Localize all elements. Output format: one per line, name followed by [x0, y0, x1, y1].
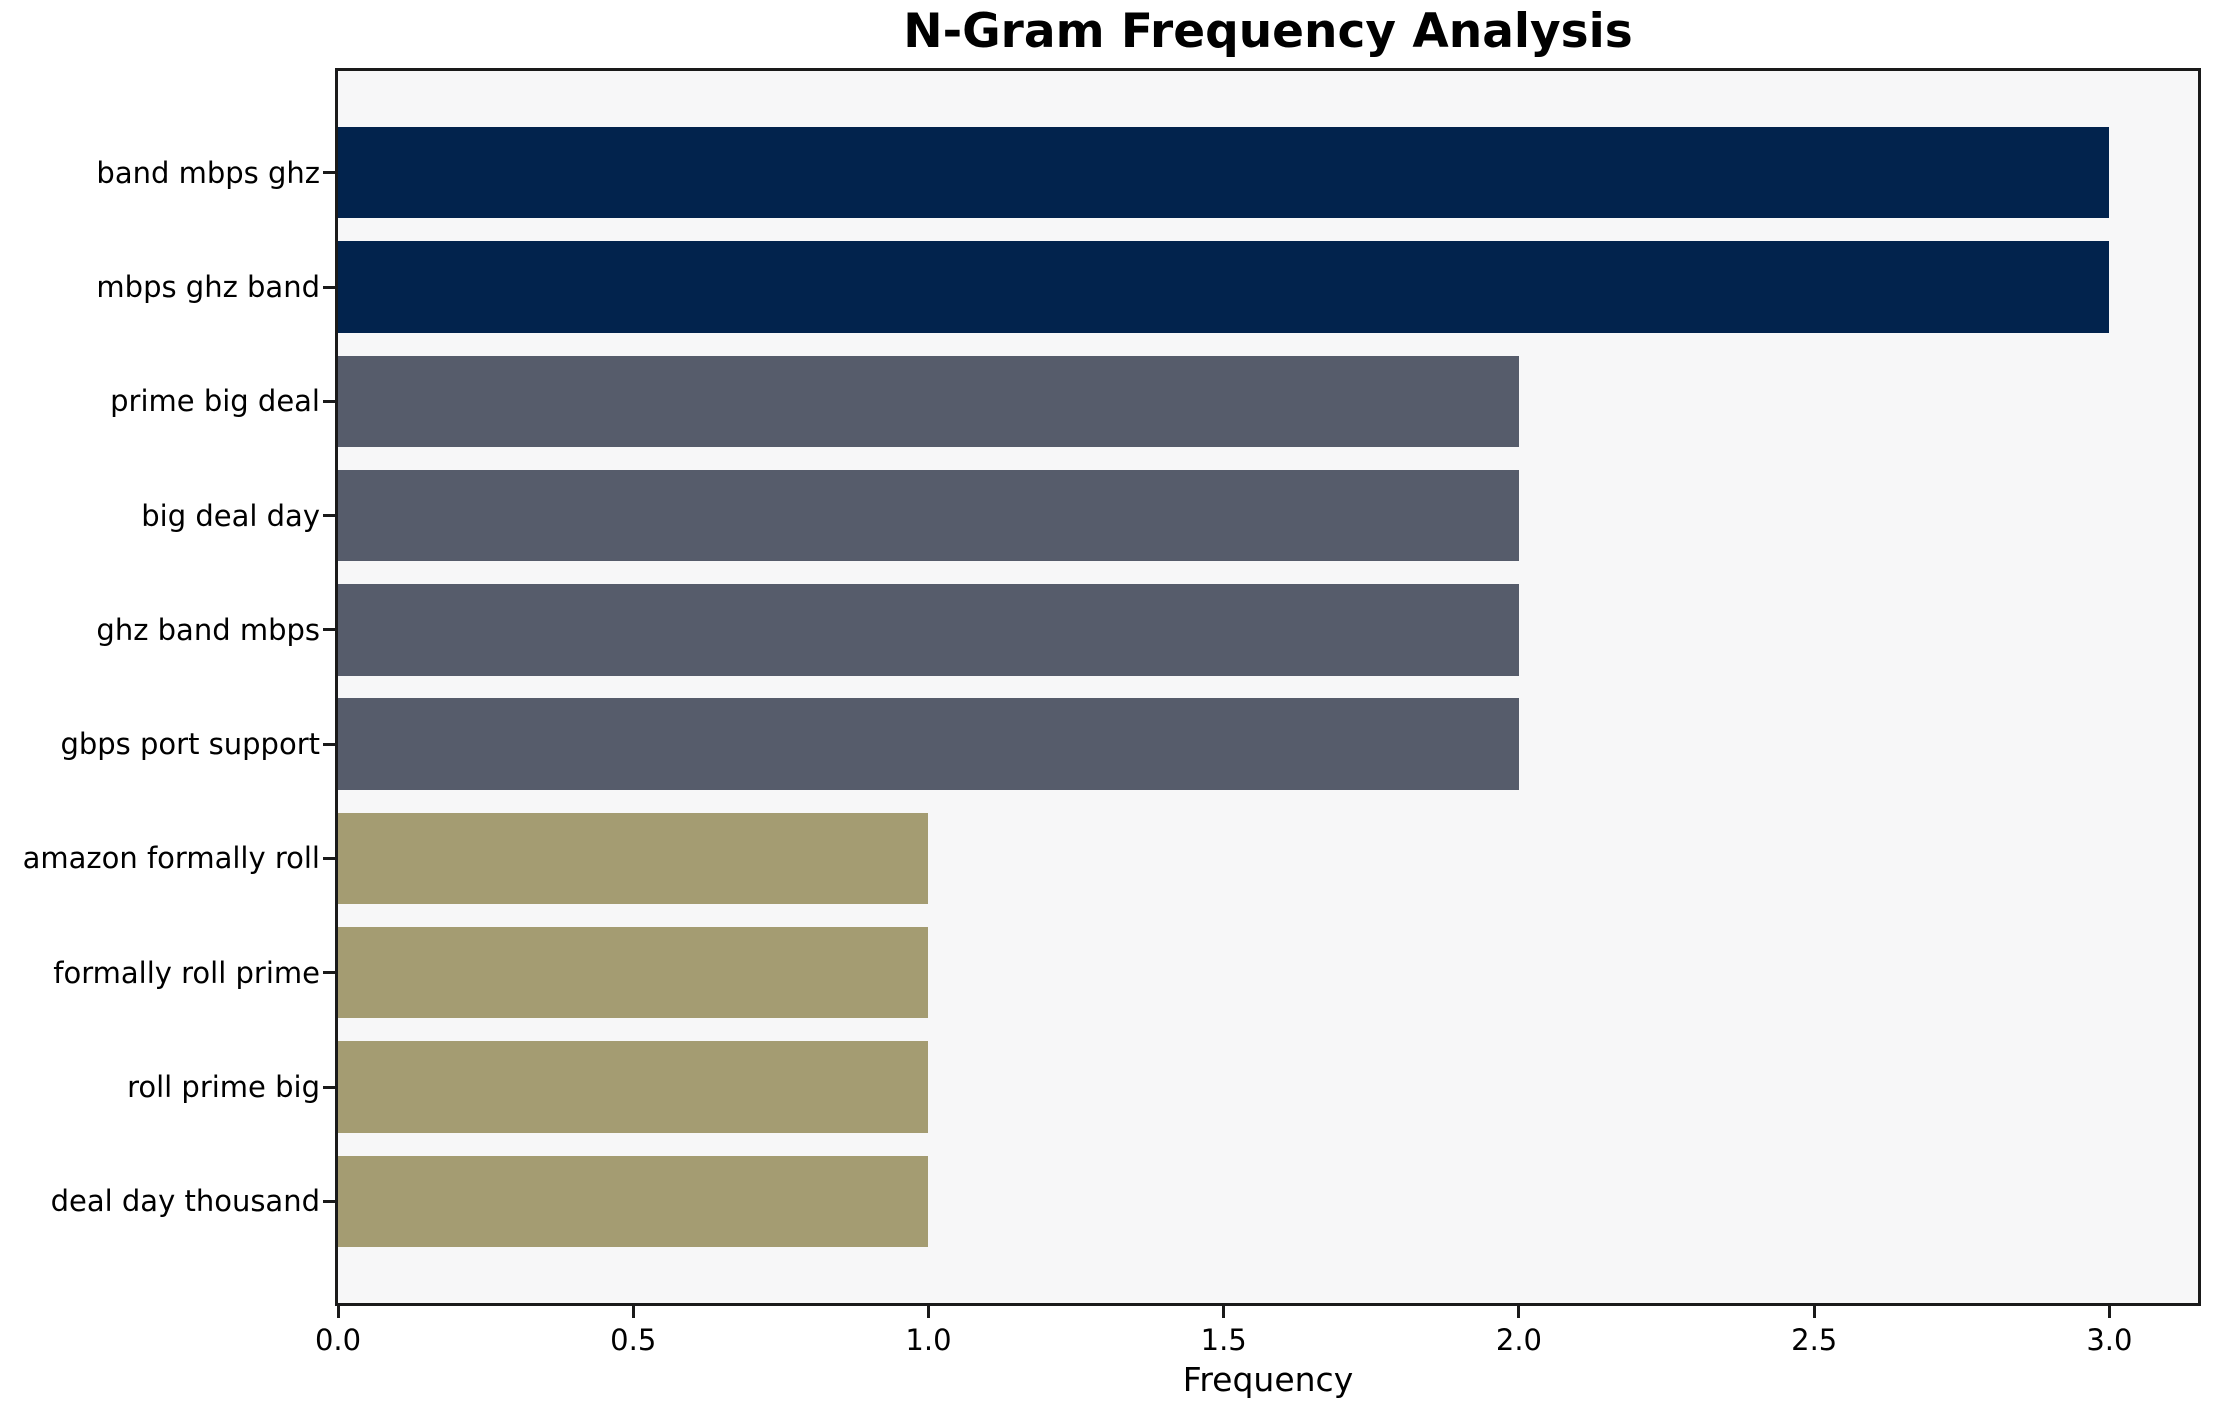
bar: [338, 1155, 929, 1247]
x-axis: 0.0 0.5 1.0 1.5 2.0 2.5 3.0: [315, 71, 2198, 1357]
x-tick-label: 0.0: [314, 1323, 362, 1357]
y-axis: band mbps ghz mbps ghz band prime big deal…: [23, 71, 2198, 1303]
bar: [338, 584, 1519, 676]
y-axis-label: roll prime big: [127, 1070, 320, 1104]
x-tick: [1812, 1305, 1816, 1318]
x-tick: [336, 1305, 340, 1318]
y-axis-label: band mbps ghz: [96, 155, 320, 190]
y-tick: [323, 171, 335, 175]
bar: [338, 698, 1519, 790]
y-tick: [323, 856, 335, 860]
x-tick-label: 2.0: [1495, 1323, 1542, 1357]
y-axis-label: amazon formally roll: [22, 841, 320, 876]
bar: [338, 812, 929, 905]
y-tick: [323, 514, 335, 518]
x-tick-label: 2.5: [1791, 1323, 1838, 1357]
x-tick: [1222, 1305, 1226, 1318]
x-tick: [2107, 1305, 2111, 1318]
y-tick: [323, 285, 335, 289]
x-tick: [1517, 1305, 1521, 1318]
y-tick: [323, 628, 335, 632]
y-axis-label: mbps ghz band: [96, 270, 320, 304]
chart-title: N-Gram Frequency Analysis: [903, 4, 1633, 59]
y-axis-label: prime big deal: [110, 384, 320, 419]
x-tick: [926, 1305, 930, 1318]
bars-layer: [338, 71, 2198, 1303]
x-tick: [631, 1305, 635, 1318]
bar: [338, 469, 1519, 562]
y-tick: [323, 1085, 335, 1089]
y-axis-label: gbps port support: [60, 727, 320, 762]
bar: [338, 241, 2110, 333]
y-axis-label: big deal day: [141, 498, 320, 533]
x-tick-label: 0.5: [610, 1323, 657, 1357]
bar: [338, 127, 2110, 219]
y-tick: [323, 399, 335, 403]
y-axis-label: deal day thousand: [50, 1184, 320, 1219]
x-tick-label: 1.0: [905, 1323, 952, 1357]
x-tick-label: 1.5: [1200, 1323, 1247, 1357]
y-axis-label: formally roll prime: [53, 955, 320, 990]
y-tick: [323, 971, 335, 975]
bar: [338, 355, 1519, 447]
bar: [338, 1041, 929, 1133]
x-axis-label: Frequency: [1182, 1360, 1354, 1399]
y-axis-label: ghz band mbps: [96, 612, 320, 647]
y-tick: [323, 1199, 335, 1203]
bar: [338, 927, 929, 1019]
x-tick-label: 3.0: [2086, 1323, 2133, 1357]
y-tick: [323, 742, 335, 746]
